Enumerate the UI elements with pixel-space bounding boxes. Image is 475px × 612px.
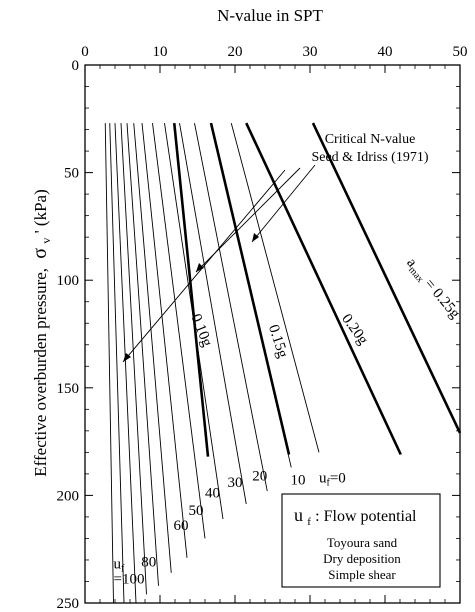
annotation-arrow-1 [251,164,316,243]
x-tick-label: 0 [81,44,89,60]
uf-value-label: 10 [291,473,306,489]
annotation-title: Critical N-value [325,132,416,147]
uf-curve [141,123,188,558]
uf-curve [104,123,114,604]
legend: u f : Flow potential Toyoura sand Dry de… [281,493,441,588]
x-axis-title: N-value in SPT [217,6,323,25]
uf-hundred-label: =100 [114,572,145,588]
uf-curve [114,123,137,604]
uf-value-label: 40 [205,486,220,502]
critical-curve-label: 0.15g [265,323,291,361]
x-tick-label: 40 [378,44,393,60]
y-axis-title-symbol: σ [29,248,51,259]
uf-zero-label: uf=0 [319,470,346,488]
uf-curve [152,123,206,539]
x-tick-label: 10 [153,44,168,60]
uf-value-label: 30 [228,475,243,491]
critical-curve [172,122,210,457]
annotation-arrowhead-2 [196,263,204,272]
critical-curve [245,122,402,456]
y-tick-label: 150 [57,381,80,397]
y-axis-title-unit: ' (kPa) [31,189,50,233]
uf-value-label: 60 [174,518,189,534]
uf-curve [230,122,320,453]
uf-curve [179,123,247,505]
svg-text:Effective overburden pressure,: Effective overburden pressure, σ v ' (kP… [29,189,54,476]
y-axis-title-sub: v [39,238,53,244]
x-tick-label: 30 [303,44,318,60]
legend-text: : Flow potential [315,508,417,525]
critical-curve-label: 0.10g [187,312,215,350]
x-tick-label: 20 [228,44,243,60]
critical-curve [209,122,291,455]
y-tick-label: 200 [57,488,80,504]
uf-curve [194,123,268,492]
annotation-arrow-3 [122,169,286,363]
critical-curve-label: amax = 0.25g [402,255,463,323]
x-tick-label: 50 [453,44,468,60]
y-tick-label: 0 [72,58,80,74]
y-tick-label: 250 [57,596,80,612]
legend-box [281,493,441,588]
annotation-arrowhead-3 [123,353,131,362]
y-tick-label: 50 [64,166,79,182]
uf-curve [126,123,159,586]
uf-value-label: 20 [252,468,267,484]
plot-frame [84,64,461,604]
y-axis-title: Effective overburden pressure, σ v ' (kP… [29,189,54,476]
uf-value-label: 50 [189,503,204,519]
svg-text:u f : Flow potenti: u f : Flow potential [294,505,417,529]
annotation-subtitle: Seed & Idriss (1971) [311,150,428,165]
critical-annotation: Critical N-value Seed & Idriss (1971) [122,132,429,363]
critical-curve [311,122,462,434]
legend-line-1: Toyoura sand [327,535,398,550]
uf-curve [133,123,172,573]
annotation-arrowhead-1 [252,233,259,242]
curves [104,122,462,604]
uf-curve [120,123,147,595]
legend-line-2: Dry deposition [323,551,401,566]
legend-symbol: u [294,505,303,525]
uf-curve [109,123,125,604]
y-tick-label: 100 [57,273,80,289]
legend-line-3: Simple shear [328,567,396,582]
uf-value-label: 80 [141,554,156,570]
y-axis-title-main: Effective overburden pressure, [31,268,50,477]
legend-symbol-sub: f [307,516,311,528]
uf-hundred-symbol: uf [114,557,126,575]
